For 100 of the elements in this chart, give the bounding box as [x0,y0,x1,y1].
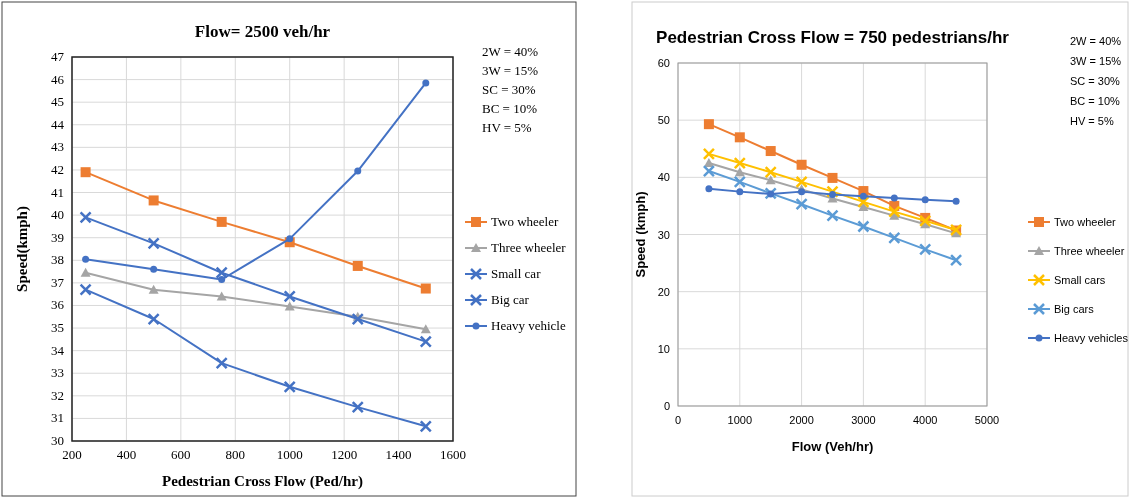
y-tick-label: 34 [51,342,65,358]
point [79,211,92,224]
point [150,265,158,273]
y-tick-label: 42 [51,161,64,177]
text: BC = 10% [482,101,538,116]
point [80,167,91,178]
x-tick-label: 800 [225,447,246,462]
text: HV = 5% [482,120,532,135]
y-tick-label: 10 [657,342,670,355]
point [765,175,776,185]
text: SC = 30% [1070,75,1121,87]
y-tick-label: 30 [657,228,670,241]
x-tick-label: 3000 [851,414,876,426]
point [764,165,777,179]
point [420,283,431,294]
y-tick-label: 32 [51,387,64,403]
point [826,209,839,222]
point [952,197,960,205]
x-tick-label: 4000 [912,414,938,426]
point [795,197,808,211]
point [215,356,228,370]
point [283,380,296,394]
point [733,175,747,189]
point [857,195,870,209]
point [148,195,159,206]
point [702,164,716,178]
point [888,231,901,245]
chart-title: Flow= 2500 veh/hr [194,22,331,41]
point [795,175,808,189]
legend-label: Big cars [1054,303,1095,315]
point [859,192,867,200]
point [284,301,295,311]
point [736,188,744,196]
point [765,146,776,157]
y-tick-label: 39 [51,229,64,245]
x-tick-label: 400 [116,447,137,462]
y-tick-label: 37 [51,274,65,290]
text: 2W = 40% [1070,35,1122,47]
point [216,216,227,227]
point [703,119,714,130]
y-tick-label: 38 [51,252,64,268]
legend-label: Heavy vehicles [1054,332,1129,344]
legend-label: Three wheeler [491,240,567,255]
point [733,156,747,170]
x-tick-label: 600 [171,447,191,462]
point [890,194,898,202]
point [80,267,91,277]
x-tick-label: 1200 [331,447,358,462]
point [79,283,92,296]
text: 3W = 15% [482,63,539,78]
point [918,243,932,256]
y-tick-label: 40 [657,171,670,184]
point [147,312,160,326]
text: SC = 30% [482,82,536,97]
point [734,132,745,143]
y-tick-label: 47 [51,49,65,64]
x-tick-label: 1400 [385,447,412,462]
y-tick-label: 36 [51,297,65,313]
point [705,185,713,193]
point [352,260,363,271]
point [422,79,430,87]
y-axis-title: Speed(kmph) [14,206,31,292]
point [734,167,745,177]
text: BC = 10% [1070,95,1121,107]
point [918,214,932,228]
text: 2W = 40% [482,44,539,59]
y-tick-label: 45 [51,94,64,110]
legend-label: Heavy vehicle [491,318,566,333]
text: 3W = 15% [1070,55,1122,67]
x-axis-title: Pedestrian Cross Flow (Ped/hr) [162,473,363,490]
point [827,172,838,183]
point [82,255,90,263]
point [148,284,159,294]
point [857,220,870,233]
chart-title: Pedestrian Cross Flow = 750 pedestrians/hr [656,28,1010,47]
y-tick-label: 41 [51,184,64,200]
legend-label: Two wheeler [491,214,559,229]
legend-label: Three wheeler [1054,245,1125,257]
y-tick-label: 60 [657,57,670,69]
x-tick-label: 2000 [789,414,814,426]
point [921,196,929,204]
legend-label: Small car [491,266,542,281]
y-tick-label: 40 [51,207,64,223]
point [949,253,963,267]
y-tick-label: 33 [51,365,64,381]
legend-label: Two wheeler [1054,216,1117,228]
point [283,290,296,303]
point [351,400,364,414]
x-tick-label: 200 [62,447,82,462]
y-tick-label: 43 [51,139,64,155]
point [351,312,364,326]
point [286,235,294,243]
point [826,185,839,198]
point [798,188,806,196]
y-tick-label: 50 [657,114,670,127]
x-tick-label: 1000 [276,447,303,462]
y-tick-label: 46 [51,71,65,87]
y-tick-label: 0 [663,400,670,412]
x-axis-title: Flow (Veh/hr) [791,439,874,454]
point [420,324,431,334]
